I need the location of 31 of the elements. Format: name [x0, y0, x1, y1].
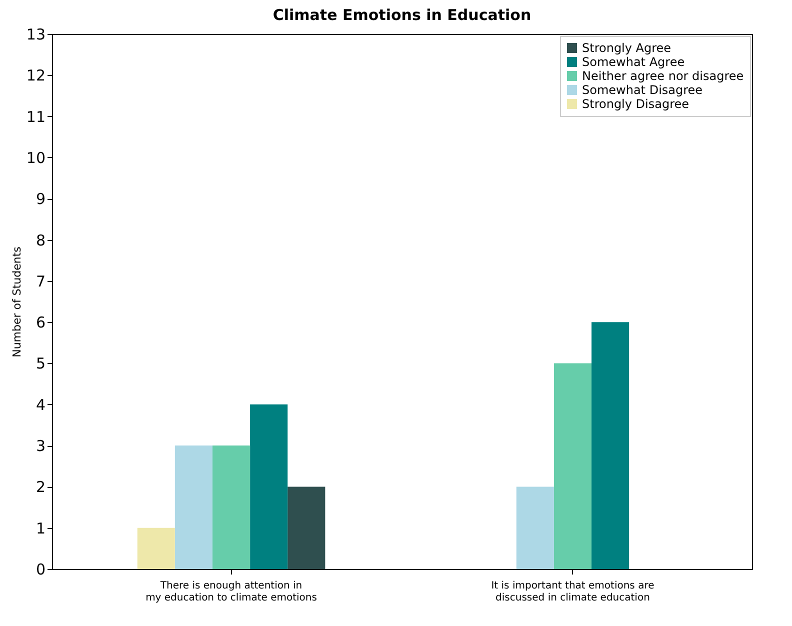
bar: [174, 446, 212, 569]
bar: [554, 363, 592, 569]
legend-label: Neither agree nor disagree: [582, 69, 744, 83]
legend-label: Somewhat Disagree: [582, 83, 703, 97]
y-tick-label: 1: [36, 519, 46, 538]
bar: [250, 404, 288, 569]
y-tick-label: 2: [36, 478, 46, 496]
y-tick-label: 13: [26, 26, 46, 44]
y-tick-label: 4: [36, 396, 46, 414]
bar: [212, 446, 250, 569]
y-tick-label: 8: [36, 231, 46, 250]
y-axis-title: Number of Students: [10, 246, 24, 358]
bar: [592, 322, 630, 569]
y-tick-label: 0: [36, 560, 46, 578]
y-tick-label: 9: [36, 190, 46, 208]
bar: [516, 486, 554, 569]
legend-label: Strongly Agree: [582, 41, 672, 55]
bar: [137, 528, 175, 569]
y-tick-label: 6: [36, 314, 46, 332]
chart-title: Climate Emotions in Education: [272, 6, 532, 24]
x-tick-label: There is enough attention in my education to climate emotions: [146, 580, 317, 604]
x-tick-label: It is important that emotions are discussed in climate education: [491, 580, 654, 604]
bar: [288, 486, 326, 569]
y-tick-label: 5: [36, 354, 46, 373]
y-tick-label: 10: [26, 148, 46, 167]
y-tick-label: 11: [26, 108, 46, 126]
y-tick-label: 7: [36, 272, 46, 290]
legend-label: Somewhat Agree: [582, 55, 685, 69]
y-tick-label: 12: [26, 66, 46, 85]
legend-label: Strongly Disagree: [582, 97, 690, 111]
y-tick-label: 3: [36, 437, 46, 456]
